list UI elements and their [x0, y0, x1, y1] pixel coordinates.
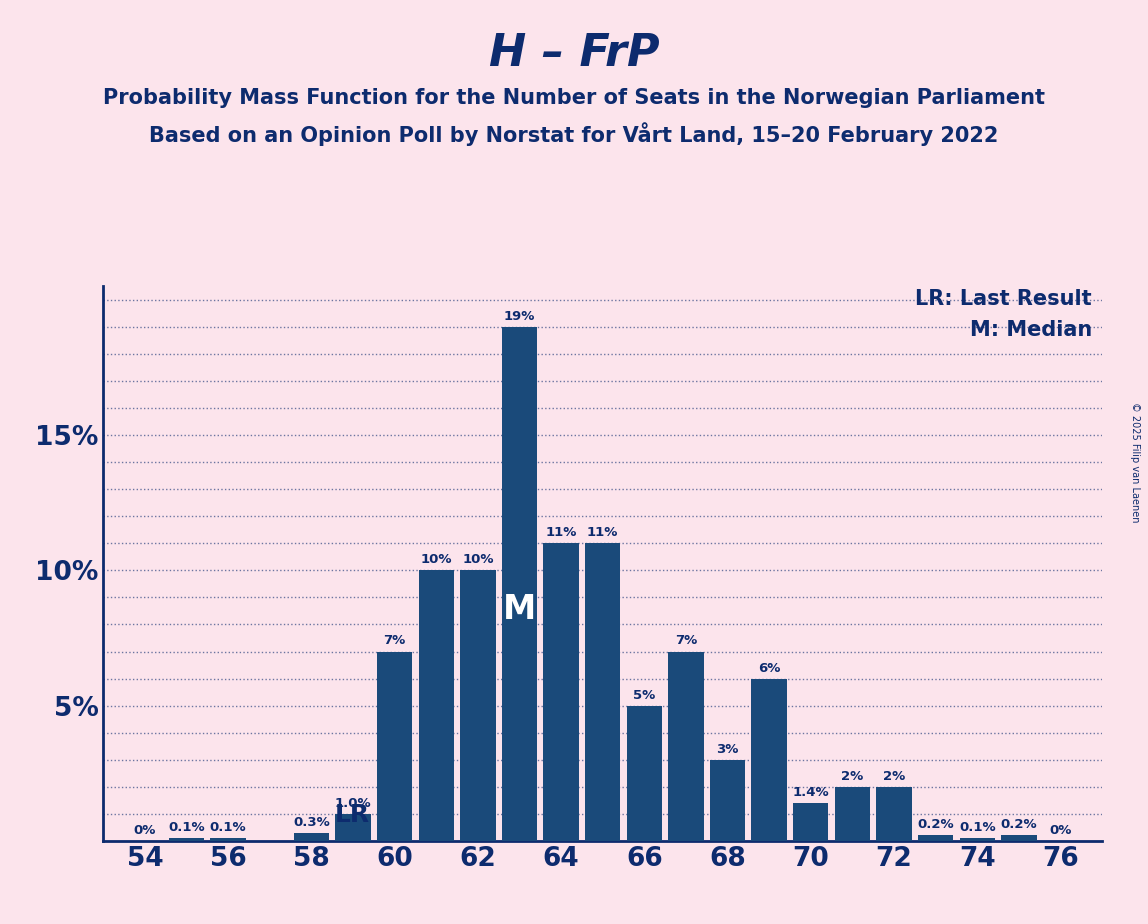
Text: 11%: 11%: [587, 527, 619, 540]
Text: 0%: 0%: [134, 824, 156, 837]
Text: 11%: 11%: [545, 527, 576, 540]
Bar: [419, 570, 453, 841]
Bar: [294, 833, 329, 841]
Bar: [543, 543, 579, 841]
Bar: [876, 786, 912, 841]
Bar: [460, 570, 496, 841]
Text: 2%: 2%: [883, 770, 905, 783]
Text: 0.2%: 0.2%: [917, 819, 954, 832]
Bar: [793, 803, 829, 841]
Bar: [335, 814, 371, 841]
Text: 7%: 7%: [675, 635, 697, 648]
Text: Probability Mass Function for the Number of Seats in the Norwegian Parliament: Probability Mass Function for the Number…: [103, 88, 1045, 108]
Text: 10%: 10%: [420, 553, 452, 566]
Text: Based on an Opinion Poll by Norstat for Vårt Land, 15–20 February 2022: Based on an Opinion Poll by Norstat for …: [149, 122, 999, 146]
Text: 7%: 7%: [383, 635, 405, 648]
Bar: [1001, 835, 1037, 841]
Text: M: M: [503, 593, 536, 626]
Bar: [377, 651, 412, 841]
Text: 0.1%: 0.1%: [959, 821, 995, 834]
Bar: [835, 786, 870, 841]
Bar: [668, 651, 704, 841]
Bar: [960, 838, 995, 841]
Text: 1.4%: 1.4%: [792, 786, 829, 799]
Bar: [169, 838, 204, 841]
Bar: [918, 835, 953, 841]
Text: M: Median: M: Median: [970, 320, 1092, 340]
Bar: [627, 706, 662, 841]
Text: H – FrP: H – FrP: [489, 32, 659, 76]
Text: 1.0%: 1.0%: [335, 796, 371, 809]
Text: 10%: 10%: [463, 553, 494, 566]
Text: 3%: 3%: [716, 743, 738, 756]
Bar: [585, 543, 620, 841]
Bar: [502, 327, 537, 841]
Text: 2%: 2%: [841, 770, 863, 783]
Bar: [752, 678, 786, 841]
Text: 19%: 19%: [504, 310, 535, 323]
Bar: [709, 760, 745, 841]
Text: 0.1%: 0.1%: [210, 821, 247, 834]
Text: 0.3%: 0.3%: [293, 816, 329, 829]
Bar: [210, 838, 246, 841]
Text: © 2025 Filip van Laenen: © 2025 Filip van Laenen: [1130, 402, 1140, 522]
Text: 0%: 0%: [1049, 824, 1071, 837]
Text: LR: Last Result: LR: Last Result: [915, 289, 1092, 310]
Text: 5%: 5%: [634, 688, 656, 701]
Text: LR: LR: [334, 803, 370, 827]
Text: 6%: 6%: [758, 662, 781, 675]
Text: 0.1%: 0.1%: [169, 821, 204, 834]
Text: 0.2%: 0.2%: [1001, 819, 1037, 832]
